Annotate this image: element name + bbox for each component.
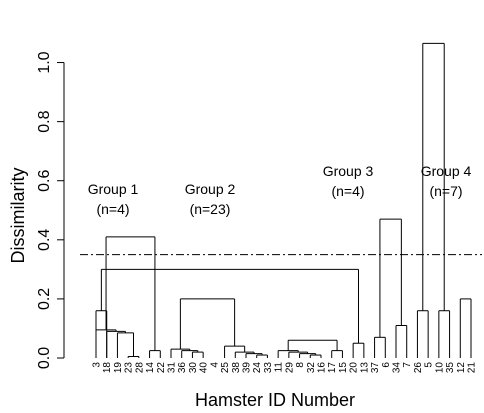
leaf-label: 15 [338,362,349,374]
leaf-label: 30 [188,362,199,374]
leaf-label: 28 [134,362,145,374]
leaf-label: 13 [359,362,370,374]
leaf-label: 21 [467,362,478,374]
y-axis-title: Dissimilarity [8,168,28,264]
leaf-label: 25 [220,362,231,374]
leaf-label: 33 [263,362,274,374]
group-label: Group 1 [88,181,139,197]
group-annotations: Group 1 (n=4) Group 2 (n=23) Group 3 (n=4) Gro… [88,163,472,217]
leaf-label: 19 [113,362,124,374]
y-tick-label: 0.6 [36,170,53,192]
leaf-label: 29 [284,362,295,374]
leaf-label: 5 [424,362,435,368]
leaf-label: 4 [209,362,220,368]
leaf-label: 24 [252,362,263,374]
y-tick-label: 0.0 [36,347,53,369]
leaf-label: 36 [177,362,188,374]
leaf-label: 16 [317,362,328,374]
x-axis-title: Hamster ID Number [195,390,355,410]
group-count: (n=7) [429,183,462,199]
leaf-label: 37 [370,362,381,374]
leaf-label: 17 [327,362,338,374]
leaf-label: 35 [445,362,456,374]
y-tick-label: 0.8 [36,110,53,132]
group-count: (n=4) [96,201,129,217]
y-axis: 0.0 0.2 0.4 0.6 0.8 1.0 [36,51,65,369]
leaf-label: 6 [381,362,392,368]
group-label: Group 3 [323,163,374,179]
leaf-label: 31 [167,362,178,374]
leaf-label: 20 [349,362,360,374]
leaf-label: 32 [306,362,317,374]
leaf-labels: 3 18 19 23 28 14 22 31 36 30 40 4 25 38 39 24 33 11 29 8 32 1… [92,362,478,374]
leaf-label: 39 [242,362,253,374]
group-label: Group 2 [185,181,236,197]
leaf-label: 14 [145,362,156,374]
leaf-label: 11 [274,362,285,373]
y-tick-label: 0.4 [36,229,53,251]
leaf-label: 18 [102,362,113,374]
y-tick-label: 1.0 [36,51,53,73]
y-tick-label: 0.2 [36,288,53,310]
leaf-label: 7 [402,362,413,368]
leaf-label: 3 [92,362,103,368]
group-count: (n=4) [331,183,364,199]
dendrogram-tree [95,42,472,358]
leaf-label: 10 [434,362,445,374]
leaf-label: 12 [456,362,467,374]
leaf-label: 40 [199,362,210,374]
leaf-label: 34 [392,362,403,374]
group-label: Group 4 [421,163,472,179]
leaf-label: 23 [124,362,135,374]
leaf-label: 38 [231,362,242,374]
leaf-label: 26 [413,362,424,374]
leaf-label: 8 [295,362,306,368]
leaf-label: 22 [156,362,167,374]
group-count: (n=23) [190,201,231,217]
